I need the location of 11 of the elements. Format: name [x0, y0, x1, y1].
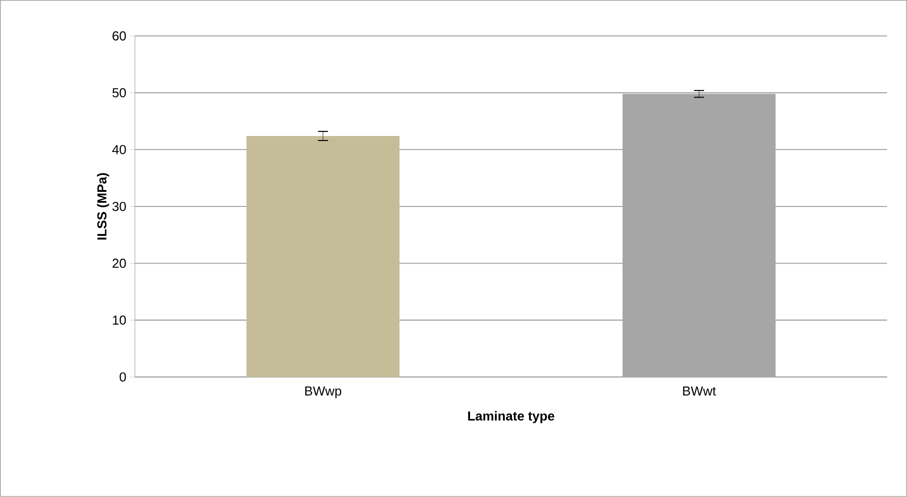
- y-tick-label: 40: [112, 145, 126, 154]
- y-tick-label: 30: [112, 202, 126, 212]
- y-tick-label: 10: [112, 316, 126, 325]
- y-tick-label: 20: [112, 258, 126, 268]
- y-axis-title: ILSS (MPa): [96, 173, 110, 240]
- y-tick-label: 60: [112, 31, 126, 41]
- x-tick-label: BWwt: [683, 386, 716, 396]
- y-tick-label: 0: [120, 372, 126, 382]
- x-tick-label: BWwp: [305, 386, 342, 398]
- y-tick-label: 50: [112, 88, 126, 98]
- x-axis-title: Laminate type: [468, 411, 554, 424]
